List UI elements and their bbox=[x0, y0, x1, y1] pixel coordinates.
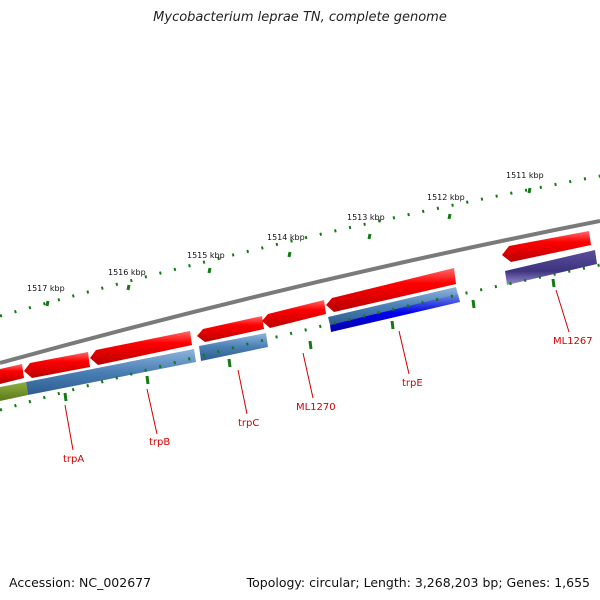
inner-major-ticks bbox=[63, 278, 556, 402]
gene-label-trpE[interactable]: trpE bbox=[402, 378, 423, 389]
gene-label-trpB[interactable]: trpB bbox=[149, 437, 170, 448]
trpA-feature[interactable] bbox=[26, 349, 196, 395]
scale-label: 1515 kbp bbox=[187, 251, 225, 260]
gene-label-trpC[interactable]: trpC bbox=[238, 418, 259, 429]
trpE-feature-light[interactable] bbox=[328, 287, 458, 325]
cds-arrow[interactable] bbox=[90, 331, 192, 365]
genome-summary-text: Topology: circular; Length: 3,268,203 bp… bbox=[246, 575, 590, 590]
trpE-feature-dark[interactable] bbox=[330, 294, 460, 332]
cds-arrow[interactable] bbox=[326, 268, 456, 312]
scale-label: 1513 kbp bbox=[347, 213, 385, 222]
scale-label: 1517 kbp bbox=[27, 284, 65, 293]
scale-label: 1512 kbp bbox=[427, 193, 465, 202]
cds-arrow[interactable] bbox=[0, 364, 24, 384]
olive-feature[interactable] bbox=[0, 382, 28, 401]
cds-arrow[interactable] bbox=[262, 300, 326, 328]
forward-strand-features bbox=[0, 231, 591, 384]
gene-label-ML1270[interactable]: ML1270 bbox=[296, 402, 336, 413]
genome-backbone bbox=[0, 219, 600, 365]
scale-labels: 1517 kbp 1516 kbp 1515 kbp 1514 kbp 1513… bbox=[27, 171, 544, 293]
accession-text: Accession: NC_002677 bbox=[9, 575, 152, 590]
cds-arrow[interactable] bbox=[502, 231, 591, 262]
map-title: Mycobacterium leprae TN, complete genome bbox=[153, 10, 447, 25]
gene-label-ML1267[interactable]: ML1267 bbox=[553, 336, 593, 347]
scale-label: 1514 kbp bbox=[267, 233, 305, 242]
gene-leader-lines bbox=[64, 289, 570, 451]
gene-labels: trpA trpB trpC ML1270 trpE ML1267 bbox=[63, 336, 593, 465]
gene-label-trpA[interactable]: trpA bbox=[63, 454, 84, 465]
cds-arrow[interactable] bbox=[197, 316, 264, 342]
reverse-strand-features bbox=[0, 250, 597, 401]
cds-arrow[interactable] bbox=[24, 352, 90, 378]
scale-label: 1516 kbp bbox=[108, 268, 146, 277]
scale-label: 1511 kbp bbox=[506, 171, 544, 180]
ML1267-feature[interactable] bbox=[505, 250, 597, 285]
outer-major-ticks bbox=[45, 187, 532, 307]
